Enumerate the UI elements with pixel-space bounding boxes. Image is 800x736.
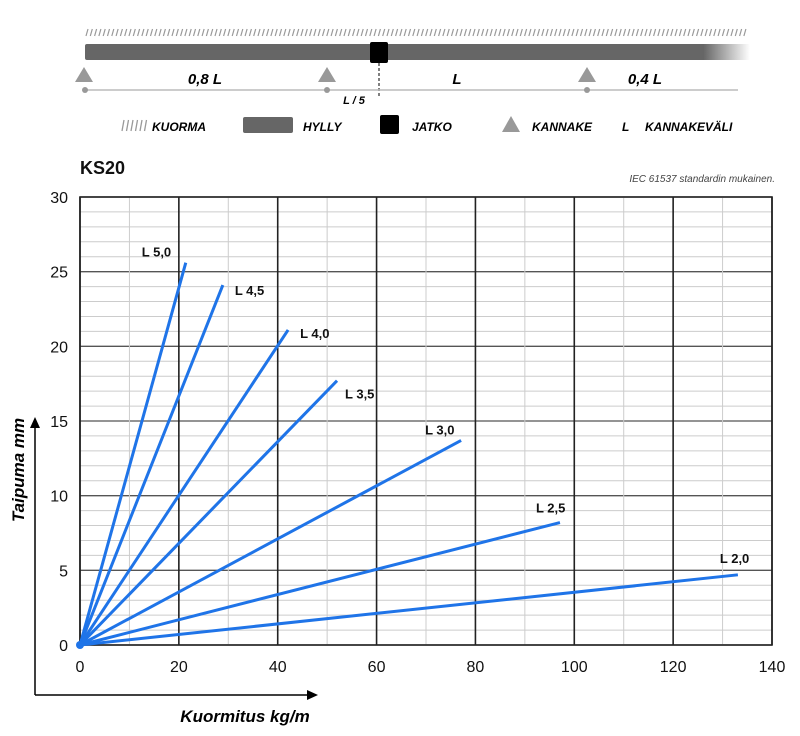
chart-subtitle: IEC 61537 standardin mukainen.	[629, 174, 775, 185]
series-line	[78, 284, 225, 646]
legend-label: KUORMA	[152, 120, 206, 134]
legend-label: KANNAKEVÄLI	[645, 119, 733, 134]
support-triangle-icon	[75, 67, 93, 82]
series-line	[78, 262, 188, 646]
x-axis-label: Kuormitus kg/m	[180, 707, 309, 726]
y-tick-label: 25	[50, 265, 68, 282]
span-diagram: 0,8 L L 0,4 L L / 5	[75, 28, 750, 107]
span-label: L	[452, 71, 461, 88]
y-axis-label: Taipuma mm	[9, 418, 28, 522]
x-tick-label: 80	[467, 659, 485, 676]
diagram-legend: KUORMA HYLLY JATKO KANNAKE L KANNAKEVÄLI	[121, 115, 733, 134]
y-tick-label: 15	[50, 414, 68, 431]
series-line	[79, 573, 739, 647]
x-tick-label: 0	[76, 659, 85, 676]
support-triangle-icon	[578, 67, 596, 82]
chart-title: KS20	[80, 158, 125, 178]
load-hatch	[85, 28, 747, 37]
legend-label: JATKO	[412, 120, 452, 134]
series-line	[79, 439, 462, 647]
x-tick-label: 140	[759, 659, 786, 676]
series-line	[78, 329, 290, 646]
x-tick-label: 120	[660, 659, 687, 676]
y-tick-label: 20	[50, 339, 68, 356]
y-tick-label: 30	[50, 190, 68, 207]
x-tick-label: 60	[368, 659, 386, 676]
origin-point	[76, 641, 84, 649]
series-label: L 2,0	[720, 551, 749, 566]
series-label: L 3,0	[425, 422, 454, 437]
span-label: 0,4 L	[628, 71, 662, 88]
series-label: L 2,5	[536, 501, 565, 516]
series-line	[78, 379, 339, 647]
ticks: 0 20 40 60 80 100 120 140 0 5 10 15 20 25 30	[50, 190, 785, 676]
hatch-icon	[121, 119, 148, 132]
joint-offset-label: L / 5	[343, 95, 366, 107]
joint-square-icon	[370, 42, 388, 63]
legend-label: KANNAKE	[532, 120, 593, 134]
shelf-bar	[85, 44, 750, 60]
support-triangle-icon	[318, 67, 336, 82]
series-label: L 3,5	[345, 387, 374, 402]
x-tick-label: 100	[561, 659, 588, 676]
series-label: L 5,0	[142, 245, 171, 260]
shelf-bar-icon	[243, 117, 293, 133]
black-square-icon	[380, 115, 399, 134]
series-line	[79, 521, 561, 647]
y-tick-label: 5	[59, 563, 68, 580]
y-tick-label: 10	[50, 489, 68, 506]
y-tick-label: 0	[59, 638, 68, 655]
span-label: 0,8 L	[188, 71, 222, 88]
x-tick-label: 40	[269, 659, 287, 676]
series-label: L 4,0	[300, 326, 329, 341]
l-symbol: L	[622, 120, 629, 134]
series-lines: L 5,0 L 4,5 L 4,0 L 3,5 L 3,0 L 2,5 L 2,0	[76, 245, 749, 649]
series-label: L 4,5	[235, 283, 264, 298]
x-tick-label: 20	[170, 659, 188, 676]
triangle-icon	[502, 116, 520, 132]
legend-label: HYLLY	[303, 120, 342, 134]
grid	[79, 196, 773, 646]
